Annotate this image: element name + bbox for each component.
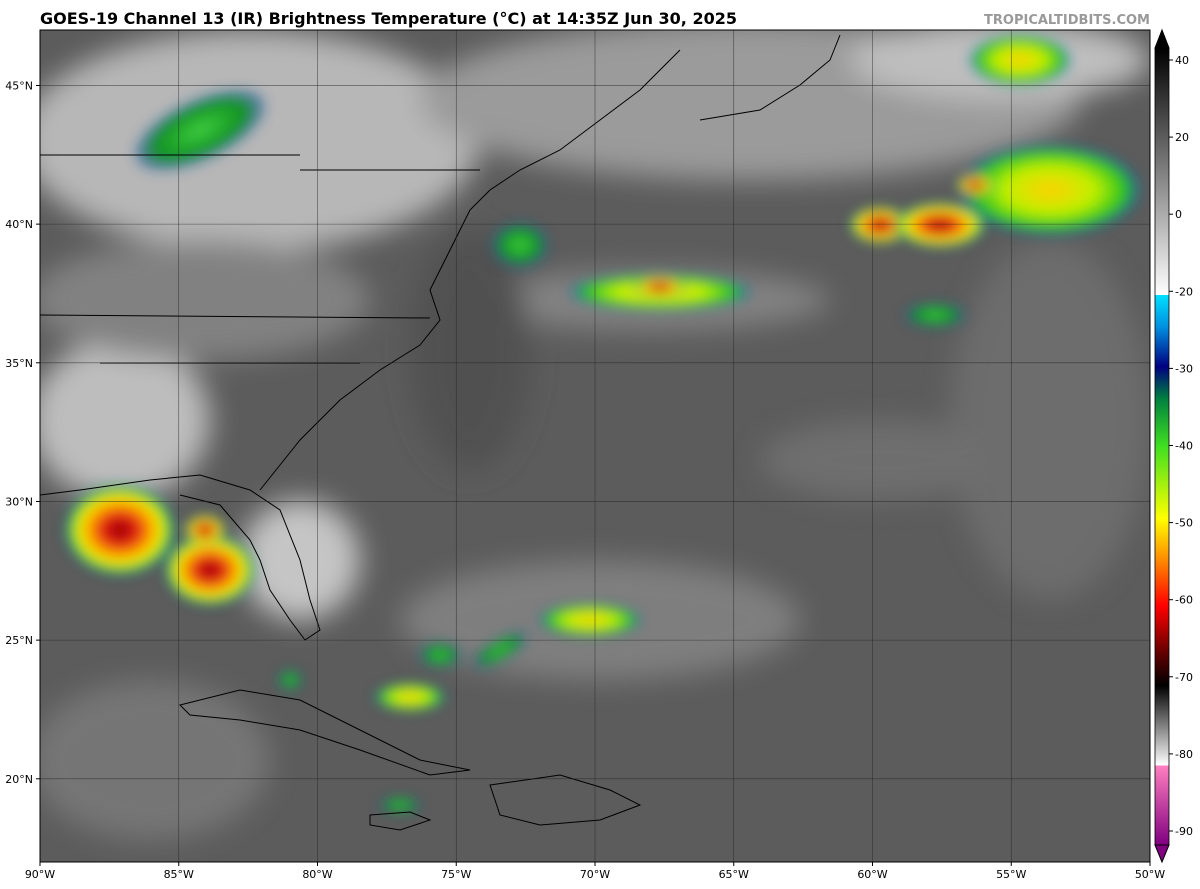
- colorbar: [1154, 28, 1170, 864]
- graticule: [40, 30, 1150, 862]
- y-tick-label: 20°N: [5, 773, 33, 786]
- tick-labels: 90°W 85°W 80°W 75°W 70°W 65°W 60°W 55°W 50°W 20°N…: [5, 54, 1193, 881]
- colorbar-tick-label: -80: [1175, 748, 1193, 761]
- colorbar-tick-label: -50: [1175, 517, 1193, 530]
- coastlines: [40, 34, 841, 831]
- x-tick-label: 65°W: [719, 868, 749, 881]
- x-tick-label: 90°W: [25, 868, 55, 881]
- x-tick-label: 80°W: [302, 868, 332, 881]
- colorbar-tick-label: -70: [1175, 671, 1193, 684]
- y-tick-label: 40°N: [5, 218, 33, 231]
- y-tick-label: 30°N: [5, 495, 33, 508]
- source: TROPICALTIDBITS.COM: [984, 13, 1150, 28]
- x-tick-label: 75°W: [441, 868, 471, 881]
- colorbar-arrow: [1154, 28, 1170, 49]
- colorbar-tick-label: 40: [1175, 54, 1189, 67]
- colorbar-tick-label: 20: [1175, 131, 1189, 144]
- y-tick-label: 25°N: [5, 634, 33, 647]
- colorbar-tick-label: -20: [1175, 285, 1193, 298]
- x-tick-label: 60°W: [857, 868, 887, 881]
- colorbar-tick-label: -30: [1175, 362, 1193, 375]
- y-tick-label: 45°N: [5, 79, 33, 92]
- title: GOES-19 Channel 13 (IR) Brightness Tempe…: [40, 9, 737, 28]
- colorbar-arrow: [1154, 844, 1170, 864]
- x-tick-label: 55°W: [996, 868, 1026, 881]
- colorbar-tick-label: -40: [1175, 440, 1193, 453]
- colorbar-tick-label: 0: [1175, 208, 1182, 221]
- colorbar-tick-label: -90: [1175, 825, 1193, 838]
- colorbar-ramp: [1154, 47, 1170, 846]
- x-tick-label: 70°W: [580, 868, 610, 881]
- x-tick-label: 50°W: [1135, 868, 1165, 881]
- imagery: [40, 30, 1150, 862]
- x-tick-label: 85°W: [164, 868, 194, 881]
- y-tick-label: 35°N: [5, 357, 33, 370]
- colorbar-tick-label: -60: [1175, 594, 1193, 607]
